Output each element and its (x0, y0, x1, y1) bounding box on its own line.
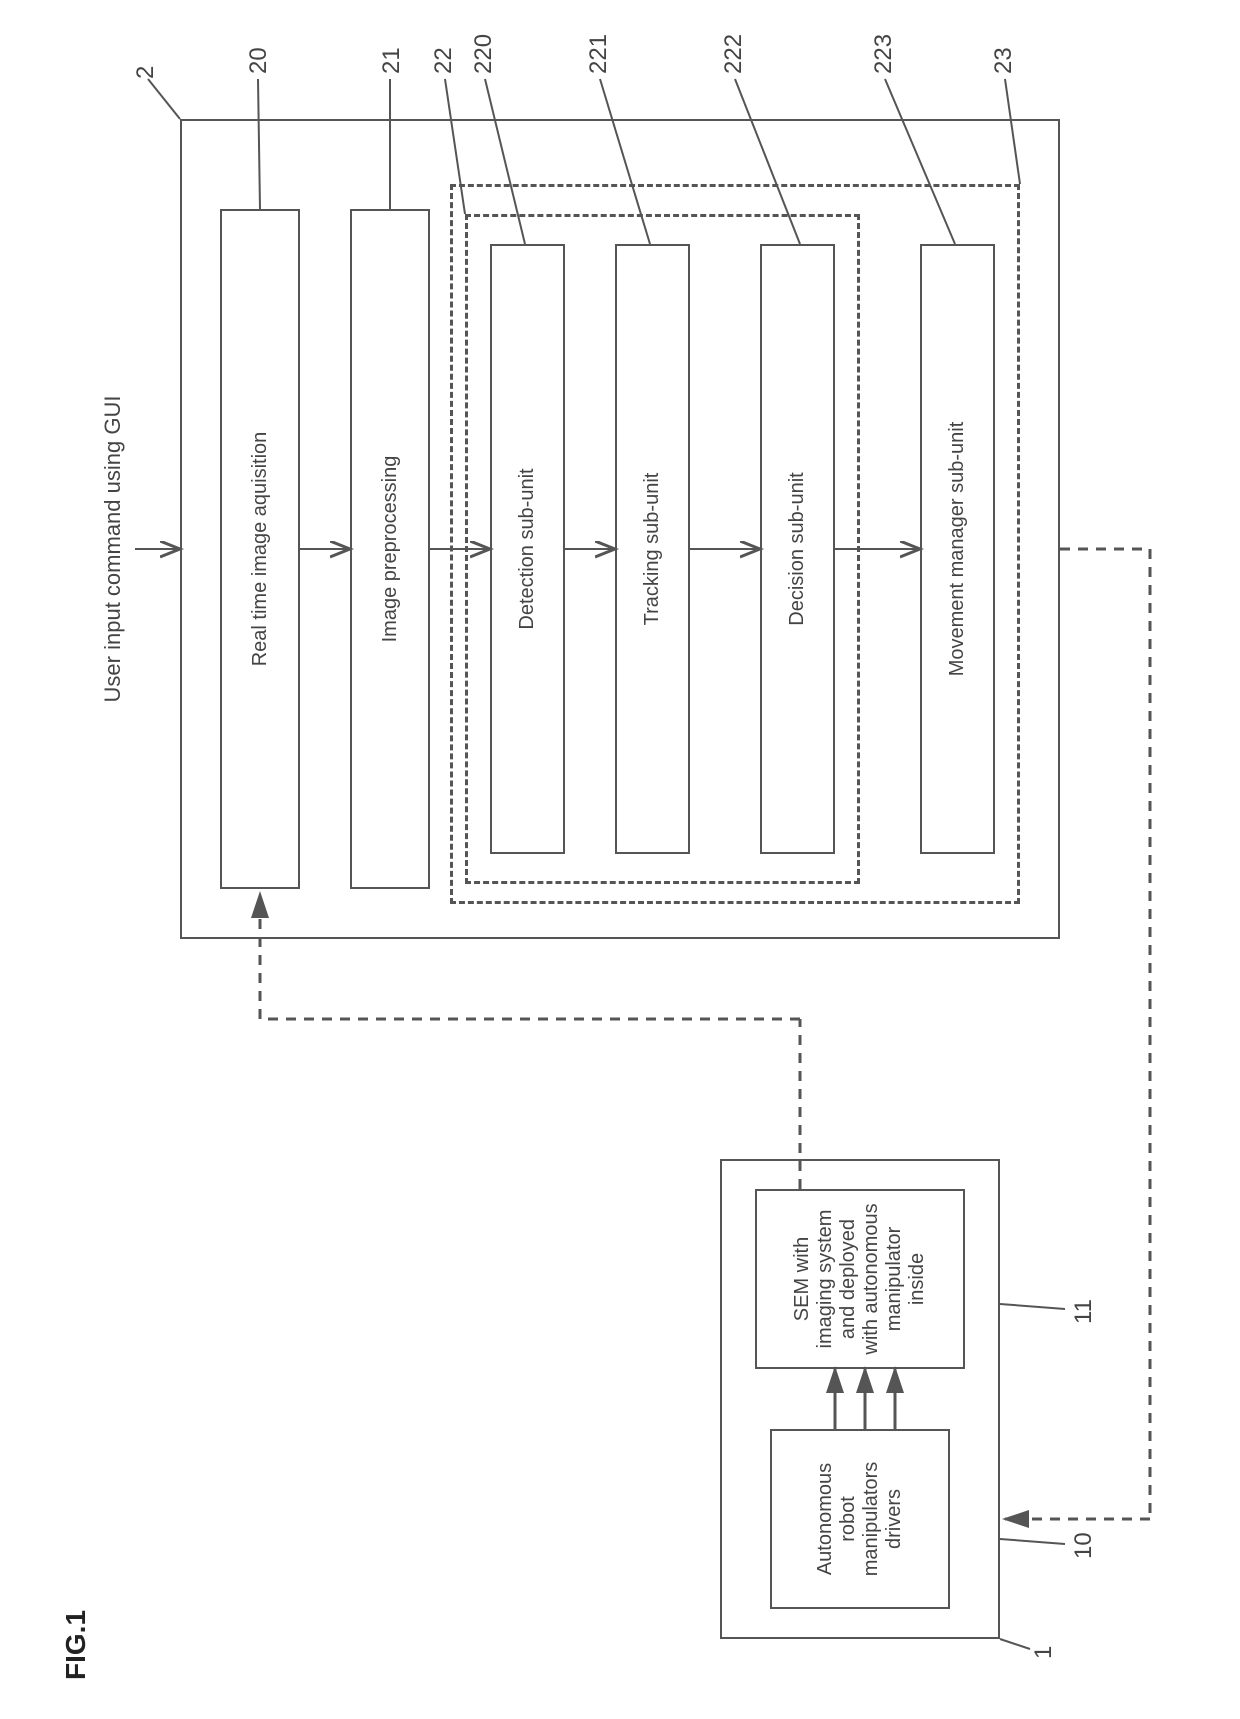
figure-label: FIG.1 (60, 1610, 92, 1680)
connectors-svg (0, 0, 1240, 1719)
diagram-canvas: Autonomous robot manipulators drivers SE… (0, 0, 1240, 1719)
